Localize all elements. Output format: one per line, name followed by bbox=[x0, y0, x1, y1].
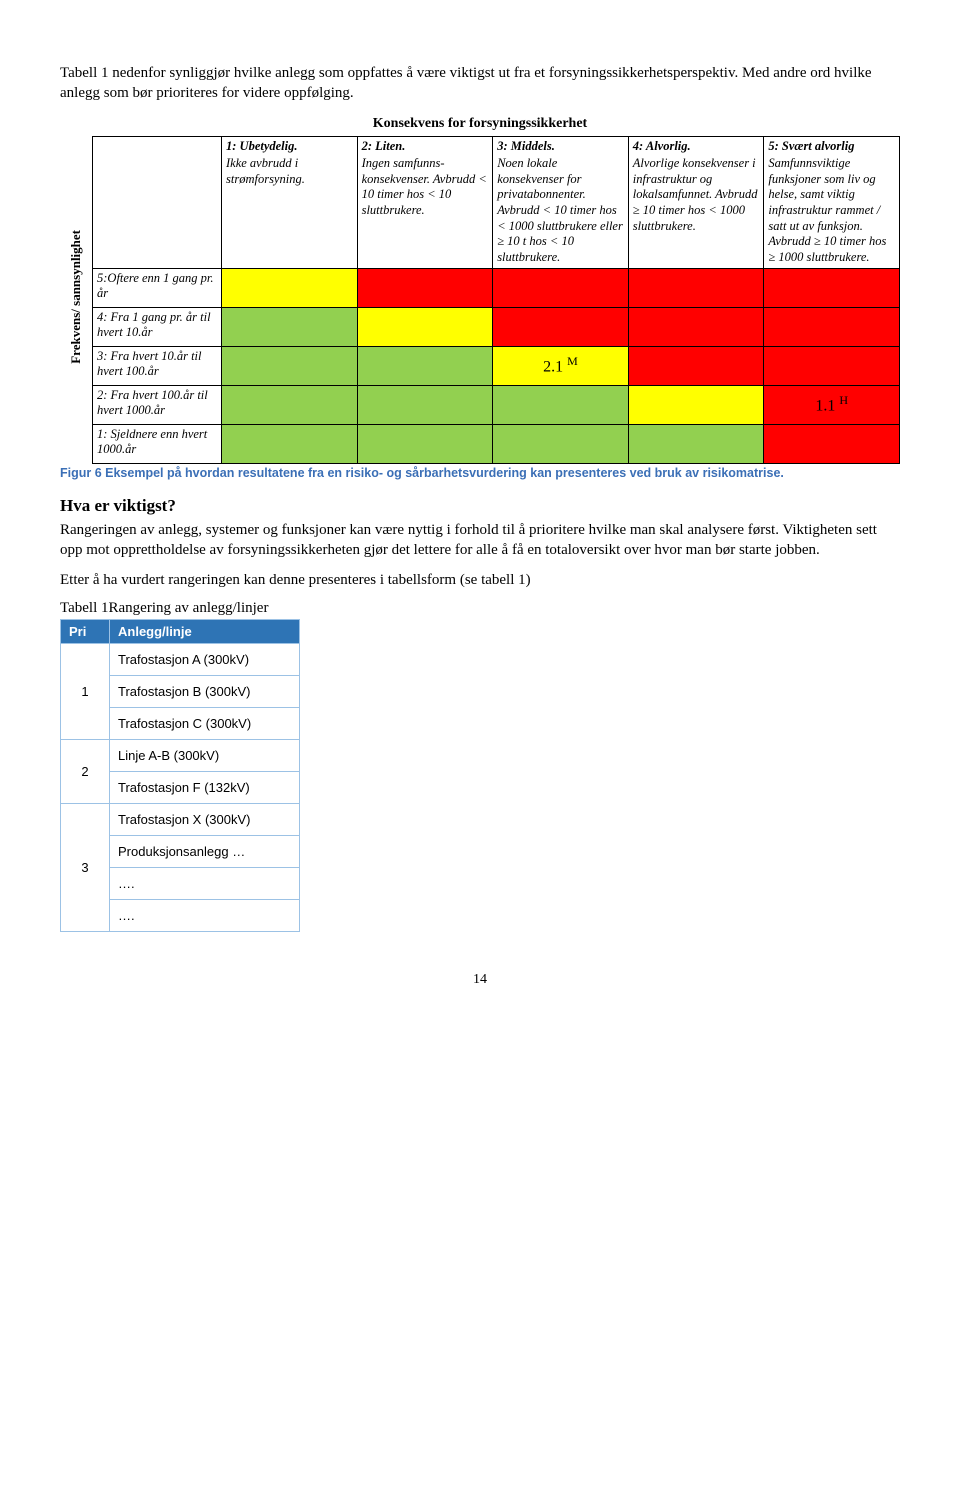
risk-row-label: 2: Fra hvert 100.år til hvert 1000.år bbox=[93, 385, 222, 424]
figure-caption: Figur 6 Eksempel på hvordan resultatene … bbox=[60, 466, 900, 480]
risk-cell bbox=[357, 268, 493, 307]
pri-number: 2 bbox=[61, 740, 110, 804]
risk-matrix-title: Konsekvens for forsyningssikkerhet bbox=[60, 116, 900, 132]
page-number: 14 bbox=[60, 972, 900, 988]
pri-item: Trafostasjon B (300kV) bbox=[110, 676, 300, 708]
risk-cell bbox=[222, 346, 358, 385]
risk-cell bbox=[764, 346, 900, 385]
risk-cell bbox=[357, 424, 493, 463]
risk-column-header: 5: Svært alvorligSamfunnsviktige funksjo… bbox=[764, 136, 900, 268]
risk-matrix: Frekvens/ sannsynlighet 1: Ubetydelig.Ik… bbox=[60, 136, 900, 464]
risk-cell bbox=[222, 307, 358, 346]
pri-item: …. bbox=[110, 900, 300, 932]
pri-item: Trafostasjon X (300kV) bbox=[110, 804, 300, 836]
risk-row-label: 4: Fra 1 gang pr. år til hvert 10.år bbox=[93, 307, 222, 346]
pri-item: Trafostasjon F (132kV) bbox=[110, 772, 300, 804]
section-heading: Hva er viktigst? bbox=[60, 496, 900, 516]
pri-number: 1 bbox=[61, 644, 110, 740]
section-paragraph: Etter å ha vurdert rangeringen kan denne… bbox=[60, 570, 900, 590]
risk-row-label: 3: Fra hvert 10.år til hvert 100.år bbox=[93, 346, 222, 385]
risk-cell bbox=[357, 346, 493, 385]
risk-cell bbox=[764, 424, 900, 463]
risk-cell: 1.1 H bbox=[764, 385, 900, 424]
pri-item: Produksjonsanlegg … bbox=[110, 836, 300, 868]
pri-item: Trafostasjon A (300kV) bbox=[110, 644, 300, 676]
pri-item: Trafostasjon C (300kV) bbox=[110, 708, 300, 740]
pri-col-header: Pri bbox=[61, 620, 110, 644]
risk-row-label: 1: Sjeldnere enn hvert 1000.år bbox=[93, 424, 222, 463]
risk-cell bbox=[222, 424, 358, 463]
intro-paragraph: Tabell 1 nedenfor synliggjør hvilke anle… bbox=[60, 63, 900, 104]
y-axis-label: Frekvens/ sannsynlighet bbox=[68, 230, 84, 364]
risk-row-label: 5:Oftere enn 1 gang pr. år bbox=[93, 268, 222, 307]
risk-cell bbox=[357, 385, 493, 424]
risk-cell bbox=[628, 346, 764, 385]
risk-column-header: 3: Middels.Noen lokale konsekvenser for … bbox=[493, 136, 629, 268]
pri-item: Linje A-B (300kV) bbox=[110, 740, 300, 772]
risk-column-header: 1: Ubetydelig.Ikke avbrudd i strømforsyn… bbox=[222, 136, 358, 268]
risk-cell bbox=[628, 307, 764, 346]
risk-cell bbox=[493, 307, 629, 346]
risk-cell bbox=[493, 424, 629, 463]
pri-item: …. bbox=[110, 868, 300, 900]
risk-cell bbox=[493, 268, 629, 307]
risk-cell bbox=[222, 268, 358, 307]
risk-cell bbox=[764, 268, 900, 307]
risk-cell bbox=[628, 385, 764, 424]
risk-cell bbox=[628, 268, 764, 307]
risk-cell bbox=[493, 385, 629, 424]
risk-column-header: 4: Alvorlig.Alvorlige konsekvenser i inf… bbox=[628, 136, 764, 268]
risk-cell bbox=[764, 307, 900, 346]
section-paragraph: Rangeringen av anlegg, systemer og funks… bbox=[60, 520, 900, 561]
risk-cell bbox=[357, 307, 493, 346]
risk-column-header: 2: Liten.Ingen samfunns-konsekvenser. Av… bbox=[357, 136, 493, 268]
pri-table-title: Tabell 1Rangering av anlegg/linjer bbox=[60, 600, 300, 617]
risk-cell: 2.1 M bbox=[493, 346, 629, 385]
priority-table: Pri Anlegg/linje 1Trafostasjon A (300kV)… bbox=[60, 619, 300, 932]
risk-cell bbox=[222, 385, 358, 424]
pri-number: 3 bbox=[61, 804, 110, 932]
pri-col-header: Anlegg/linje bbox=[110, 620, 300, 644]
risk-cell bbox=[628, 424, 764, 463]
